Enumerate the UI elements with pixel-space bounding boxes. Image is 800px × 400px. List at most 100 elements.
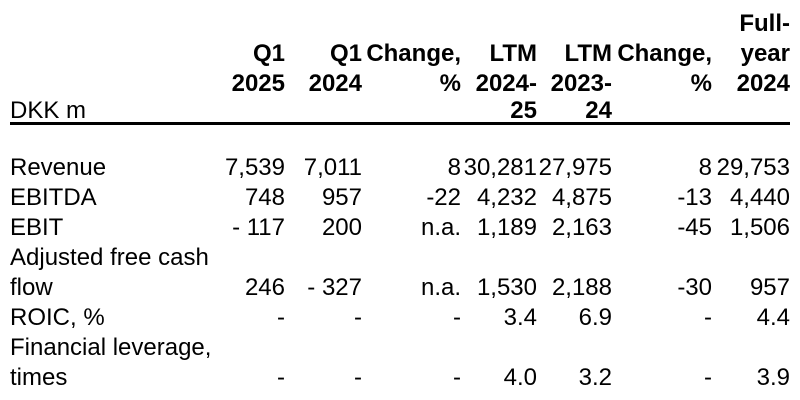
header-line: year xyxy=(740,40,790,67)
col-header-ltm-2023-24: LTM 2023- xyxy=(537,0,612,99)
cell-value: - xyxy=(453,364,461,391)
header-line: % xyxy=(439,70,461,97)
cell-value: -13 xyxy=(677,184,712,211)
table-row-roic: ROIC, % - - - 3.4 6.9 - 4.4 xyxy=(10,303,790,333)
cell-value: - xyxy=(354,304,362,331)
cell-value: -45 xyxy=(677,214,712,241)
header-line: LTM xyxy=(564,40,612,67)
header-rule-segment xyxy=(285,122,362,126)
financial-summary-table: Q1 2025 Q1 2024 Change, % LTM 2024- LTM … xyxy=(10,0,790,393)
cell-value: 2,188 xyxy=(551,274,612,301)
row-label: EBIT xyxy=(10,214,64,241)
cell-value: 29,753 xyxy=(716,154,790,181)
cell-value: - xyxy=(453,304,461,331)
header-line: LTM xyxy=(489,40,537,67)
cell-value: n.a. xyxy=(420,274,461,301)
unit-label: DKK m xyxy=(10,97,87,124)
header-rule-segment xyxy=(712,122,790,126)
cell-value: - xyxy=(277,304,285,331)
cell-value: 246 xyxy=(244,274,285,301)
row-label: Adjusted free cash flow xyxy=(10,244,209,301)
cell-value: - xyxy=(277,364,285,391)
cell-value: 4.4 xyxy=(756,304,790,331)
col-header-q1-change: Change, % xyxy=(362,0,461,99)
col-header-q1-2025: Q1 2025 xyxy=(218,0,285,99)
spacer-row xyxy=(10,125,790,153)
col-header-ltm-2024-25-sub: 25 xyxy=(510,97,537,124)
cell-value: - 327 xyxy=(307,274,362,301)
header-line: % xyxy=(690,70,712,97)
header-line: Q1 xyxy=(329,40,362,67)
cell-value: 27,975 xyxy=(538,154,612,181)
cell-value: 957 xyxy=(321,184,362,211)
header-rule-segment xyxy=(461,122,537,126)
cell-value: - xyxy=(704,304,712,331)
cell-value: 4,232 xyxy=(476,184,537,211)
header-line: Full- xyxy=(739,10,790,37)
cell-value: - 117 xyxy=(232,214,285,241)
header-line: 2024 xyxy=(736,70,790,97)
table-row-financial-leverage: Financial leverage, times - - - 4.0 3.2 … xyxy=(10,333,790,393)
header-line: Change, xyxy=(617,40,712,67)
cell-value: 7,539 xyxy=(224,154,285,181)
cell-value: 8 xyxy=(447,154,461,181)
cell-value: 2,163 xyxy=(551,214,612,241)
cell-value: 8 xyxy=(698,154,712,181)
row-label: ROIC, % xyxy=(10,304,105,331)
table-row-revenue: Revenue 7,539 7,011 8 30,281 27,975 8 29… xyxy=(10,153,790,183)
cell-value: 3.4 xyxy=(503,304,537,331)
header-rule-segment xyxy=(537,122,612,126)
cell-value: 4.0 xyxy=(503,364,537,391)
row-label: Revenue xyxy=(10,154,107,181)
cell-value: 4,875 xyxy=(551,184,612,211)
header-line: 2024 xyxy=(308,70,362,97)
header-sub-empty xyxy=(612,99,712,124)
header-sub-empty xyxy=(218,99,285,124)
cell-value: 30,281 xyxy=(463,154,537,181)
header-empty-cell xyxy=(10,0,218,99)
header-sub-empty xyxy=(362,99,461,124)
spacer-cell xyxy=(10,125,790,153)
cell-value: - xyxy=(354,364,362,391)
header-rule-segment xyxy=(218,122,285,126)
table-row-adjusted-free-cash-flow: Adjusted free cash flow 246 - 327 n.a. 1… xyxy=(10,243,790,303)
col-header-ltm-2024-25: LTM 2024- xyxy=(461,0,537,99)
header-line: 2023- xyxy=(550,70,612,97)
cell-value: -30 xyxy=(677,274,712,301)
cell-value: n.a. xyxy=(420,214,461,241)
header-rule xyxy=(10,122,790,126)
header-sub-empty xyxy=(712,99,790,124)
cell-value: 4,440 xyxy=(729,184,790,211)
header-rule-segment xyxy=(362,122,461,126)
col-header-ltm-change: Change, % xyxy=(612,0,712,99)
cell-value: 7,011 xyxy=(303,154,362,181)
cell-value: 957 xyxy=(749,274,790,301)
cell-value: 1,530 xyxy=(476,274,537,301)
header-line: Q1 xyxy=(252,40,285,67)
col-header-full-year-2024: Full- year 2024 xyxy=(712,0,790,99)
row-label: EBITDA xyxy=(10,184,97,211)
table-header-sub-row: DKK m 25 24 xyxy=(10,99,790,124)
cell-value: 1,189 xyxy=(476,214,537,241)
col-header-ltm-2023-24-sub: 24 xyxy=(585,97,612,124)
header-line: 2024- xyxy=(475,70,537,97)
col-header-q1-2024: Q1 2024 xyxy=(285,0,362,99)
header-line: 2025 xyxy=(231,70,285,97)
header-rule-segment xyxy=(612,122,712,126)
cell-value: 748 xyxy=(244,184,285,211)
cell-value: 1,506 xyxy=(729,214,790,241)
cell-value: -22 xyxy=(426,184,461,211)
table-row-ebit: EBIT - 117 200 n.a. 1,189 2,163 -45 1,50… xyxy=(10,213,790,243)
header-sub-empty xyxy=(285,99,362,124)
cell-value: 3.2 xyxy=(578,364,612,391)
cell-value: - xyxy=(704,364,712,391)
table-row-ebitda: EBITDA 748 957 -22 4,232 4,875 -13 4,440 xyxy=(10,183,790,213)
row-label: Financial leverage, times xyxy=(10,334,212,391)
header-rule-segment xyxy=(10,122,218,126)
table-header-row: Q1 2025 Q1 2024 Change, % LTM 2024- LTM … xyxy=(10,0,790,99)
cell-value: 6.9 xyxy=(578,304,612,331)
cell-value: 3.9 xyxy=(756,364,790,391)
cell-value: 200 xyxy=(321,214,362,241)
header-line: Change, xyxy=(366,40,461,67)
